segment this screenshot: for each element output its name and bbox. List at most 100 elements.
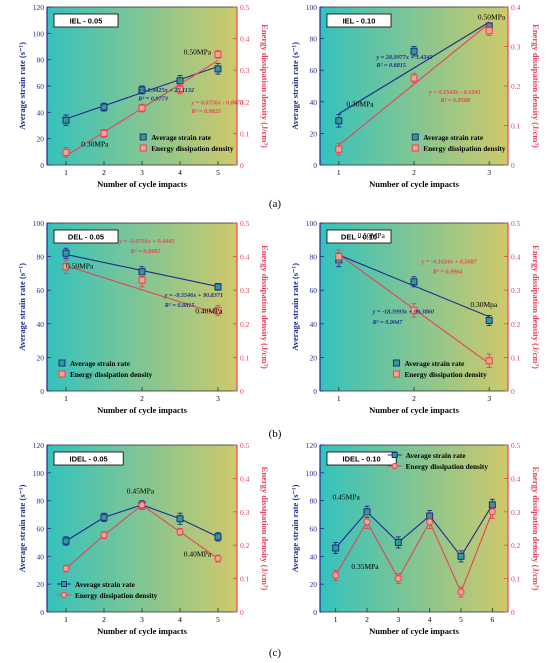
x-tick-label: 4	[178, 168, 182, 177]
x-axis-title: Number of cycle impacts	[97, 405, 187, 415]
row-label-a: (a)	[269, 198, 282, 210]
y-tick-label-left: 20	[37, 353, 45, 362]
annotation: 0.50MPa	[478, 13, 506, 22]
y-tick-label-left: 100	[306, 219, 318, 228]
point-strain	[332, 544, 340, 552]
y-tick-label-left: 60	[310, 286, 318, 295]
legend-label-energy: Energy dissipation density	[406, 462, 489, 471]
chart-title: DEL - 0.05	[68, 233, 104, 242]
annotation: R² = 0.9047	[372, 319, 404, 326]
x-tick-label: 3	[396, 615, 400, 624]
y-tick-label-right: 0	[511, 161, 515, 170]
annotation: R² = 0.9773	[137, 95, 168, 102]
annotation: 0.40MPa	[184, 549, 212, 558]
annotation: 0.50MPa	[66, 261, 94, 270]
chart-title: IDEL - 0.10	[342, 455, 380, 464]
y-tick-label-right: 0.4	[511, 3, 521, 12]
annotation: y = 28.9977x + 3.4245	[375, 54, 432, 61]
plot-background	[47, 445, 237, 612]
y-tick-label-right: 0.3	[511, 43, 521, 52]
chart-title-box	[326, 13, 392, 28]
y-tick-label-right: 0.4	[240, 474, 250, 483]
y-tick-label-left: 40	[310, 98, 318, 107]
row-label-c: (c)	[269, 647, 282, 659]
point-strain	[176, 515, 184, 523]
legend-marker-strain	[391, 452, 398, 458]
series-line-energy	[335, 511, 493, 594]
y-tick-label-left: 0	[40, 387, 44, 396]
x-axis-title: Number of cycle impacts	[97, 626, 187, 636]
x-tick-label: 4	[428, 615, 432, 624]
chart-idel-0.10: 0 20 40 60 80 100 120 0 0.1 0.2 0.3 0.4 0.5 1 2 3 4 5 6 Num…	[290, 441, 541, 636]
annotation: 0.30MPa	[81, 140, 109, 149]
chart-title: DEL - 0.10	[341, 233, 377, 242]
x-tick-label: 1	[64, 394, 68, 403]
chart-title-box	[53, 13, 119, 28]
point-energy	[62, 148, 70, 156]
point-strain	[100, 513, 108, 521]
y-tick-label-left: 80	[310, 497, 318, 506]
x-tick-label: 1	[334, 615, 338, 624]
point-energy	[488, 508, 496, 516]
y-tick-label-left: 100	[306, 469, 318, 478]
y-tick-label-left: 20	[310, 129, 318, 138]
y-tick-label-right: 0.5	[511, 441, 521, 450]
annotation: R² = 0.9825	[190, 108, 221, 115]
chart-iel-0.05: 0 20 40 60 80 100 120 0 0.1 0.2 0.3 0.4 0.5 1 2 3 4 5 Numb…	[17, 3, 270, 189]
y-tick-label-left: 80	[37, 253, 45, 262]
x-tick-label: 1	[337, 168, 341, 177]
y-tick-label-left: 0	[313, 608, 317, 617]
legend-marker-energy	[58, 370, 66, 378]
annotation: 0.30MPa	[346, 100, 374, 109]
y-tick-label-right: 0.2	[511, 82, 521, 91]
row-label-b: (b)	[269, 428, 282, 440]
annotation: R² = 0.9588	[439, 97, 470, 104]
annotation: y = -18.3993x + 99.3860	[372, 309, 434, 316]
legend-marker-strain	[139, 133, 147, 141]
legend-label-strain: Average strain rate	[423, 133, 484, 142]
y-tick-label-left: 100	[306, 3, 318, 12]
point-energy	[138, 104, 146, 112]
point-energy	[335, 253, 343, 261]
y-tick-label-left: 40	[310, 320, 318, 329]
y-tick-label-left: 60	[37, 286, 45, 295]
y-tick-label-left: 40	[310, 552, 318, 561]
fit-line-energy	[338, 22, 490, 146]
y-tick-label-left: 20	[310, 580, 318, 589]
y-tick-label-right: 0.4	[511, 474, 521, 483]
chart-title-box	[326, 229, 392, 244]
x-tick-label: 2	[412, 394, 416, 403]
point-energy	[176, 85, 184, 93]
x-tick-label: 1	[337, 394, 341, 403]
x-tick-label: 3	[487, 394, 491, 403]
y-tick-label-right: 0.1	[511, 353, 521, 362]
y-tick-label-left: 20	[37, 135, 45, 144]
y-tick-label-right: 0	[240, 387, 244, 396]
annotation: 0.40MPa	[195, 307, 223, 316]
y-tick-label-left: 0	[313, 161, 317, 170]
x-tick-label: 5	[216, 168, 220, 177]
chart-idel-0.05: 0 20 40 60 80 100 120 0 0.1 0.2 0.3 0.4 0.5 1 2 3 4 5 Numb…	[17, 441, 270, 636]
x-tick-label: 2	[365, 615, 369, 624]
y-tick-label-right: 0.3	[240, 508, 250, 517]
annotation: y = 0.0756x - 0.0470	[190, 99, 243, 106]
point-energy	[485, 357, 493, 365]
annotation: 0.45MPa	[333, 492, 361, 501]
legend-label-strain: Average strain rate	[70, 359, 131, 368]
chart-title: IEL - 0.10	[343, 17, 376, 26]
legend-marker-strain	[58, 359, 66, 367]
legend-marker-energy	[139, 144, 147, 152]
y-axis-title-right: Energy dissipation density (J/cm³)	[260, 467, 270, 591]
y-tick-label-left: 120	[306, 441, 318, 450]
y-tick-label-left: 0	[40, 161, 44, 170]
point-energy	[410, 74, 418, 82]
annotation: y = 9.9425x + 25.1132	[137, 87, 194, 94]
chart-title: IEL - 0.05	[70, 17, 103, 26]
chart-title-box	[53, 451, 124, 466]
x-tick-label: 2	[102, 168, 106, 177]
y-tick-label-left: 40	[37, 108, 45, 117]
y-tick-label-right: 0.3	[240, 66, 250, 75]
y-tick-label-left: 80	[310, 35, 318, 44]
y-tick-label-right: 0	[511, 608, 515, 617]
